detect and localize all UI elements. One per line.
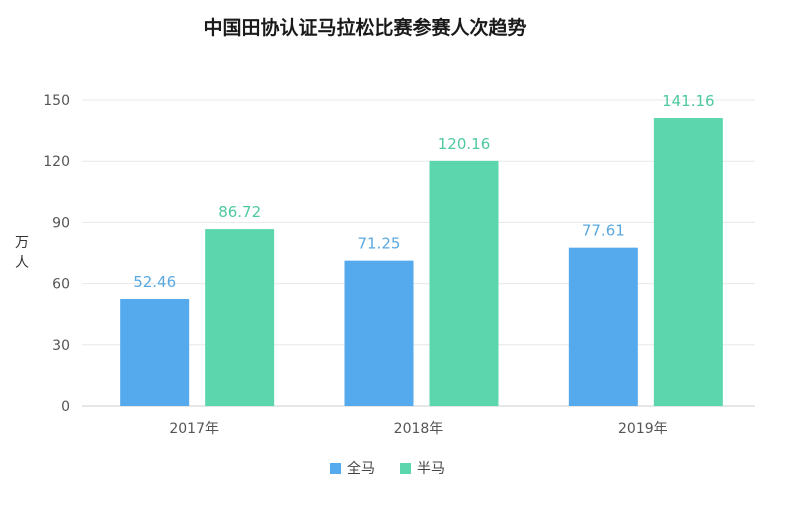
grid-layer <box>82 99 755 407</box>
bar-quanma-2018 <box>344 260 414 406</box>
data-label: 141.16 <box>662 92 715 110</box>
y-tick-label: 90 <box>52 215 70 231</box>
bar-layer <box>120 118 723 406</box>
y-axis-label: 万人 <box>15 235 29 271</box>
bar-banma-2019 <box>653 118 723 406</box>
data-label: 71.25 <box>358 235 401 253</box>
data-label-layer: 52.46 86.72 71.25 120.16 77.61 141.16 <box>133 92 714 291</box>
axis-layer: 0 30 60 90 120 150 万人 2017年 2018年 2019年 <box>15 93 668 437</box>
y-tick-label: 60 <box>52 277 70 293</box>
y-tick-label: 0 <box>61 399 70 415</box>
data-label: 52.46 <box>133 273 176 291</box>
data-label: 120.16 <box>438 135 491 153</box>
legend-label: 全马 <box>347 460 375 477</box>
legend-swatch <box>400 463 411 474</box>
data-label: 86.72 <box>218 203 261 221</box>
y-tick-label: 30 <box>52 338 70 354</box>
bar-quanma-2017 <box>120 298 190 406</box>
y-tick-label: 150 <box>43 93 70 109</box>
bar-banma-2017 <box>205 229 275 406</box>
legend-swatch <box>330 463 341 474</box>
x-tick-label: 2017年 <box>169 421 219 437</box>
legend-label: 半马 <box>417 461 445 477</box>
data-label: 77.61 <box>582 222 625 240</box>
y-tick-label: 120 <box>43 154 70 170</box>
bar-quanma-2019 <box>568 247 638 406</box>
bar-banma-2018 <box>429 160 499 406</box>
x-tick-label: 2019年 <box>618 421 668 437</box>
legend: 全马 半马 <box>330 460 445 477</box>
x-tick-label: 2018年 <box>394 421 444 437</box>
chart-title: 中国田协认证马拉松比赛参赛人次趋势 <box>203 16 526 39</box>
